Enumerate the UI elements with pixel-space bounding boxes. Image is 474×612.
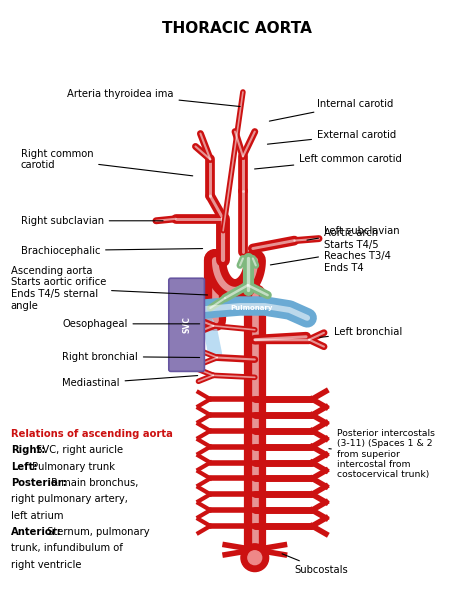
Text: Aortic arch
Starts T4/5
Reaches T3/4
Ends T4: Aortic arch Starts T4/5 Reaches T3/4 End…	[270, 228, 391, 273]
Text: Pulmonary trunk: Pulmonary trunk	[29, 461, 115, 472]
Text: SVC: SVC	[182, 316, 191, 334]
Text: R main bronchus,: R main bronchus,	[48, 478, 138, 488]
Text: Oesophageal: Oesophageal	[62, 319, 200, 329]
Text: SVC, right auricle: SVC, right auricle	[33, 445, 123, 455]
Text: Right common
carotid: Right common carotid	[20, 149, 193, 176]
Text: Ascending aorta
Starts aortic orifice
Ends T4/5 sternal
angle: Ascending aorta Starts aortic orifice En…	[11, 266, 208, 310]
Text: Left bronchial: Left bronchial	[320, 327, 402, 337]
Text: Left:: Left:	[11, 461, 37, 472]
Text: right ventricle: right ventricle	[11, 560, 81, 570]
Circle shape	[241, 544, 269, 572]
Text: Posterior intercostals
(3-11) (Spaces 1 & 2
from superior
intercostal from
costo: Posterior intercostals (3-11) (Spaces 1 …	[329, 429, 435, 479]
Text: Posterior:: Posterior:	[11, 478, 66, 488]
Text: Subcostals: Subcostals	[282, 554, 348, 575]
Text: left atrium: left atrium	[11, 510, 63, 521]
Text: Left subclavian: Left subclavian	[307, 226, 400, 240]
Text: Left common carotid: Left common carotid	[255, 154, 402, 169]
Text: Right:: Right:	[11, 445, 45, 455]
Text: THORACIC AORTA: THORACIC AORTA	[162, 21, 312, 35]
Circle shape	[248, 551, 262, 565]
Text: External carotid: External carotid	[267, 130, 396, 144]
Text: Brachiocephalic: Brachiocephalic	[20, 245, 202, 255]
Text: Right subclavian: Right subclavian	[20, 216, 163, 226]
Text: Relations of ascending aorta: Relations of ascending aorta	[11, 429, 173, 439]
Text: trunk, infundibulum of: trunk, infundibulum of	[11, 543, 123, 553]
FancyBboxPatch shape	[169, 278, 204, 371]
Text: Pulmonary: Pulmonary	[230, 305, 273, 311]
Text: Sternum, pulmonary: Sternum, pulmonary	[44, 527, 150, 537]
Text: Internal carotid: Internal carotid	[269, 99, 393, 121]
Text: Arteria thyroidea ima: Arteria thyroidea ima	[67, 89, 240, 106]
Text: right pulmonary artery,: right pulmonary artery,	[11, 494, 128, 504]
Text: Anterior:: Anterior:	[11, 527, 62, 537]
Text: Right bronchial: Right bronchial	[62, 351, 200, 362]
Text: Mediastinal: Mediastinal	[62, 376, 198, 388]
